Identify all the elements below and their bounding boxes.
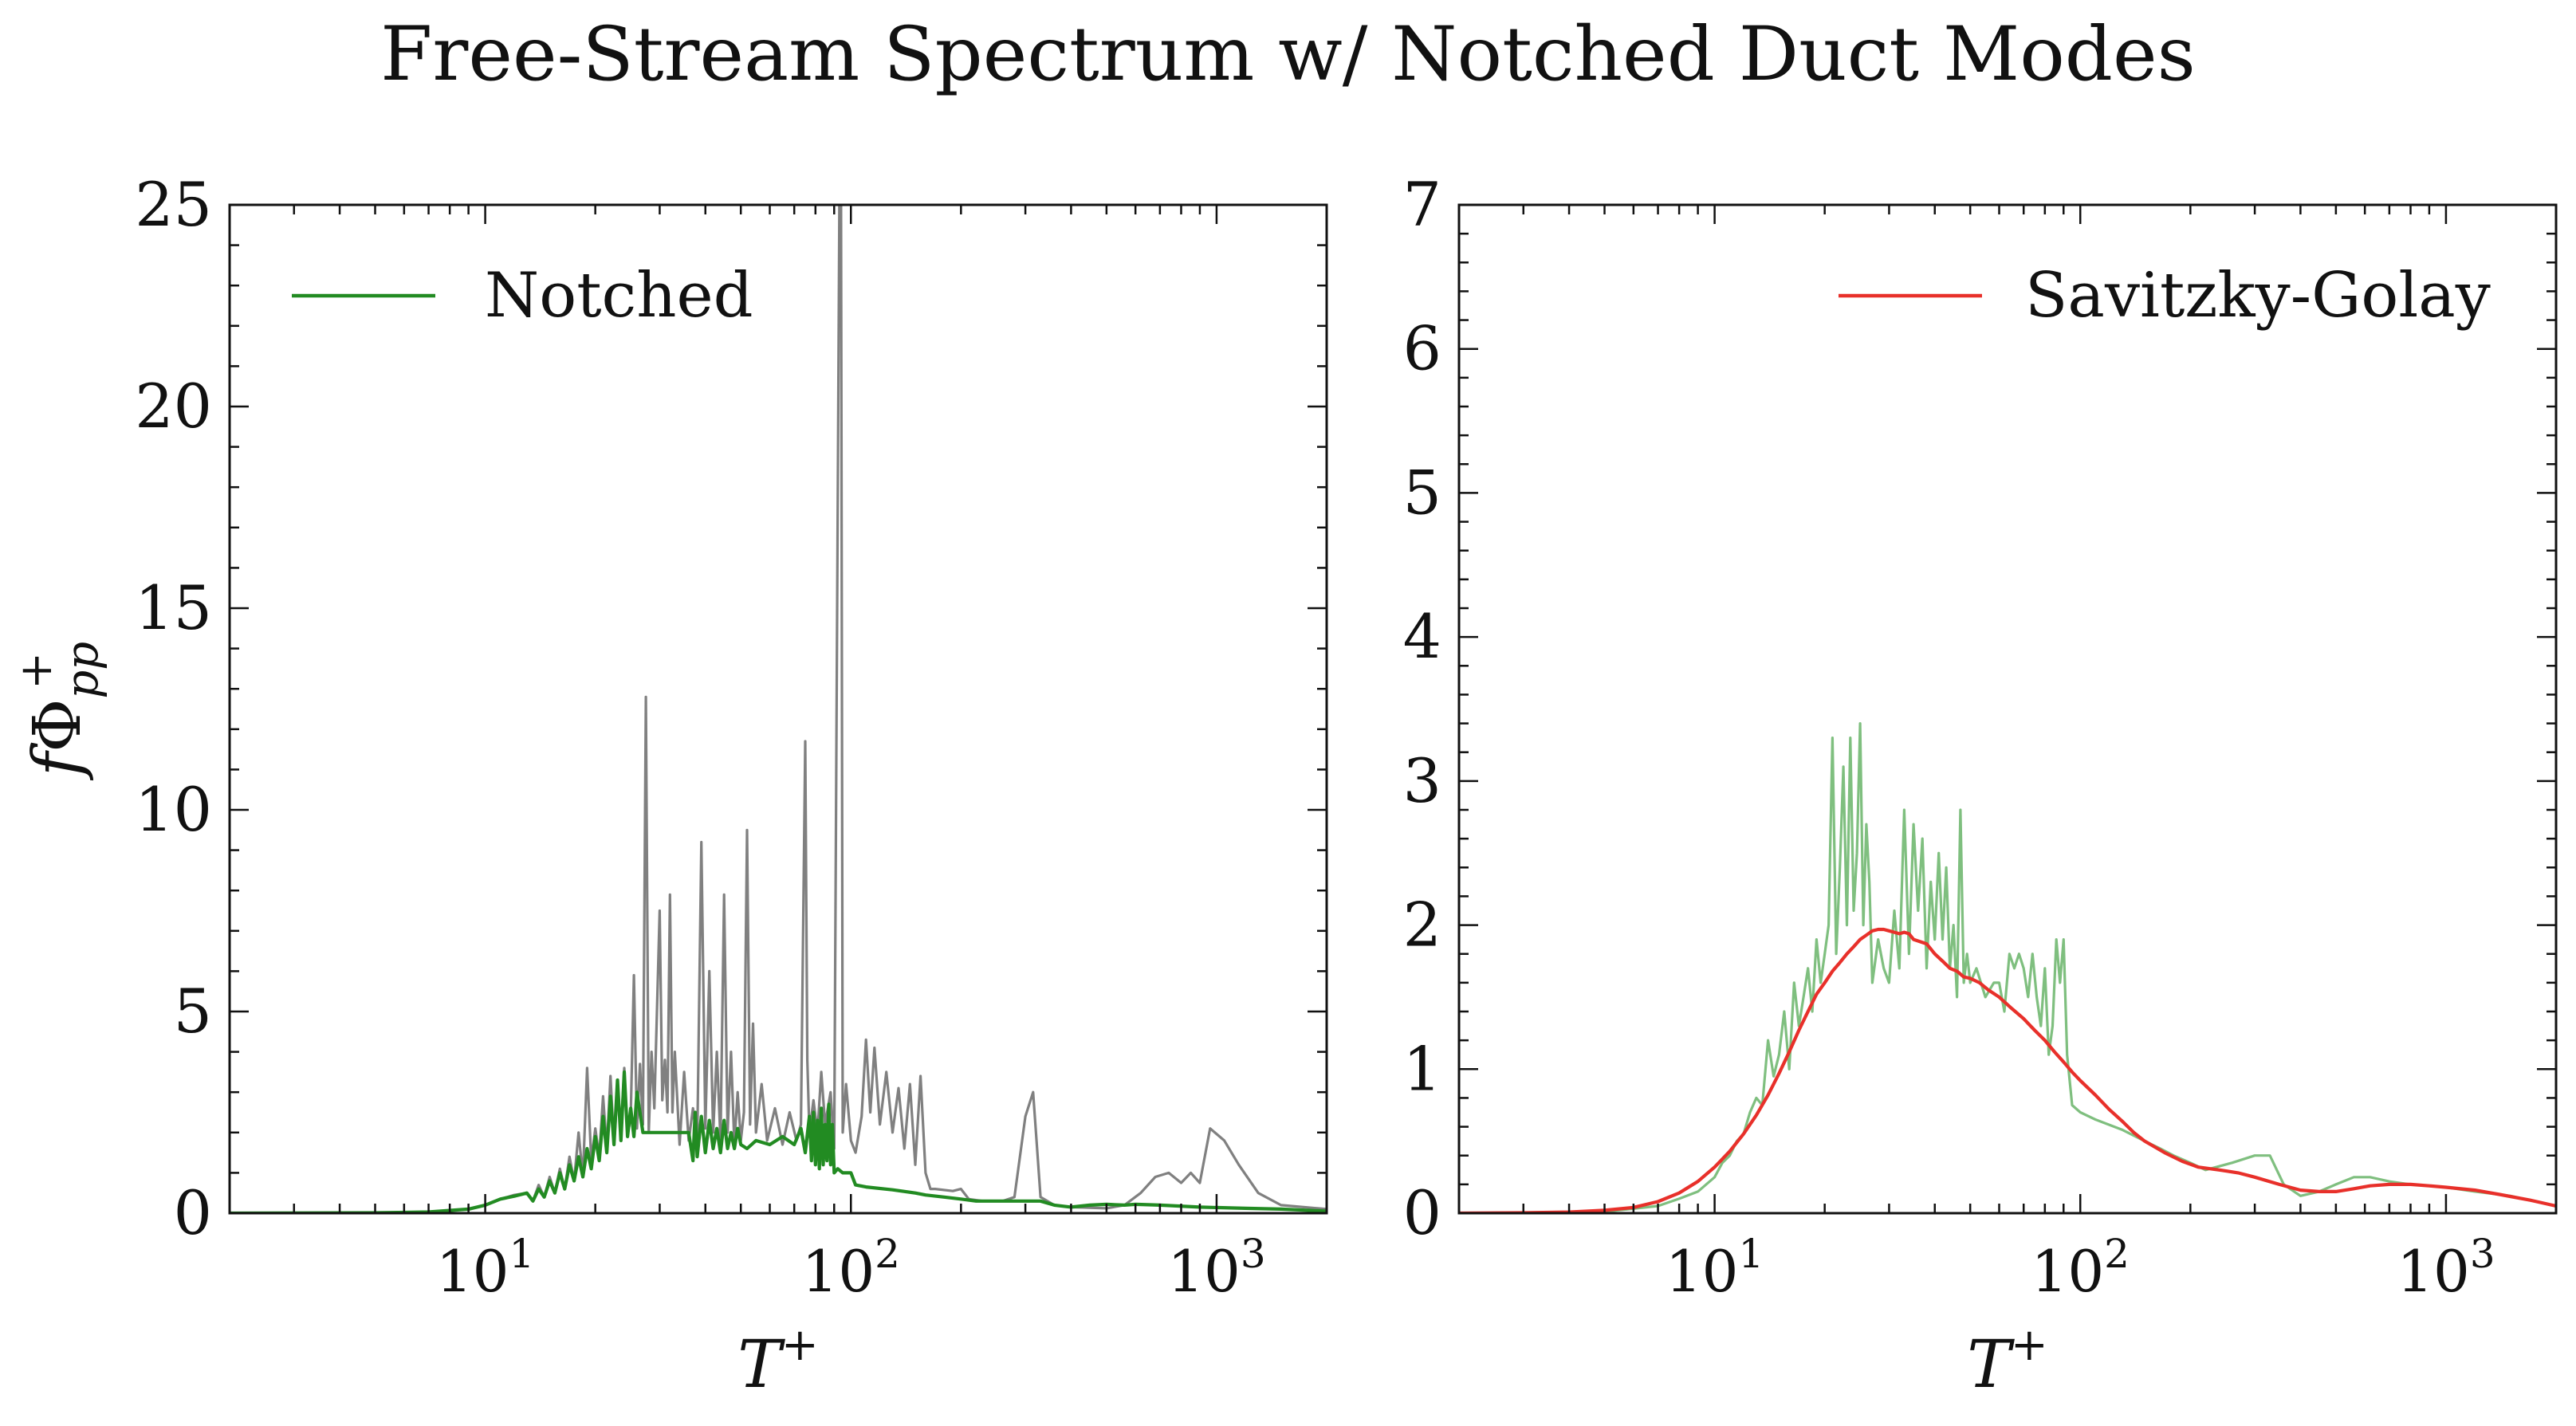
x-tick-label: 101: [1666, 1231, 1764, 1305]
x-axis-label: T+: [737, 1319, 819, 1403]
x-tick-label: 102: [802, 1231, 900, 1305]
y-tick-label: 15: [135, 572, 212, 643]
y-tick-label: 6: [1403, 313, 1441, 384]
y-tick-label: 0: [1403, 1177, 1441, 1248]
x-tick-label: 103: [2397, 1231, 2495, 1305]
x-tick-label: 101: [436, 1231, 534, 1305]
series-line-reference-0: [230, 205, 1327, 1213]
legend-label: Savitzky-Golay: [2025, 260, 2491, 332]
y-tick-label: 3: [1403, 745, 1441, 816]
y-tick-label: 25: [135, 169, 212, 240]
y-tick-label: 1: [1403, 1033, 1441, 1104]
y-tick-label: 0: [174, 1177, 212, 1248]
x-tick-label: 102: [2031, 1231, 2130, 1305]
y-tick-label: 7: [1403, 169, 1441, 240]
x-tick-label: 103: [1167, 1231, 1265, 1305]
y-tick-label: 5: [174, 976, 212, 1047]
y-tick-label: 4: [1403, 601, 1441, 672]
legend-label: Notched: [485, 260, 753, 332]
y-tick-label: 5: [1403, 457, 1441, 528]
y-axis-label: fΦpp+: [10, 642, 108, 781]
series-line-savitzky-golay: [1459, 927, 2556, 1213]
y-tick-label: 2: [1403, 890, 1441, 960]
x-axis-label: T+: [1967, 1319, 2048, 1403]
figure-title: Free-Stream Spectrum w/ Notched Duct Mod…: [380, 11, 2196, 98]
series-line-reference-0: [1459, 722, 2556, 1213]
series-line-notched: [230, 1070, 1327, 1213]
right-panel: 0 1 2 3 4 5 6 7 101 102 103 T+ Savitzky-Golay: [1403, 169, 2558, 1403]
plot-frame: [1457, 203, 2558, 1215]
left-panel: 0 5 10 15 20 25 101 102 103 T+ fΦpp+ Notched: [10, 169, 1328, 1403]
plot-frame: [228, 203, 1328, 1215]
y-tick-label: 20: [135, 371, 212, 442]
y-tick-label: 10: [135, 774, 212, 845]
